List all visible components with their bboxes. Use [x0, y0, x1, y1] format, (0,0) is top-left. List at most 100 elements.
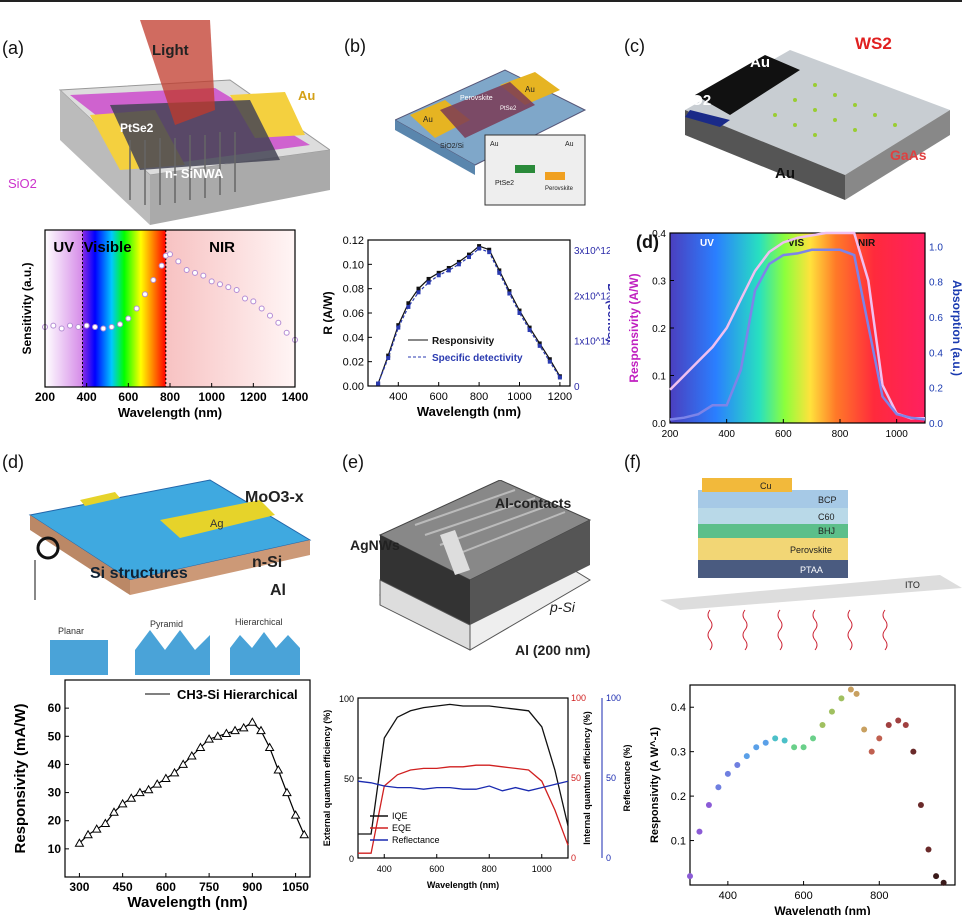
y2-tick-label: 0.0: [929, 419, 943, 430]
d-ag: Ag: [210, 518, 223, 530]
panel-label-c: (c): [624, 36, 645, 56]
data-point: [126, 793, 137, 802]
legend-label: Reflectance: [392, 835, 440, 845]
legend-label: Responsivity: [432, 336, 495, 347]
data-point: [426, 280, 431, 285]
y3-tick-label: 0: [606, 853, 611, 863]
d-al: Al: [270, 582, 286, 599]
data-point: [200, 272, 207, 279]
x-tick-label: 1000: [886, 429, 909, 440]
y2-tick-label: 3x10^12: [574, 246, 610, 257]
b-inset-au1: Au: [490, 141, 499, 148]
c-au-top: Au: [750, 54, 770, 71]
b-perovskite: Perovskite: [460, 95, 493, 102]
data-point: [724, 770, 731, 777]
y2-axis-label: Internal quantum efficiency (%): [582, 711, 592, 845]
ptse2-label: PtSe2: [120, 121, 154, 135]
data-point: [264, 742, 275, 752]
data-point: [861, 726, 868, 733]
data-point: [109, 807, 119, 816]
data-point: [547, 357, 552, 362]
data-point: [169, 767, 180, 777]
data-point: [705, 802, 712, 808]
y-tick-label: 0.3: [671, 747, 686, 759]
data-point: [233, 286, 240, 293]
y2-tick-label: 1x10^12: [574, 337, 610, 348]
data-point: [204, 734, 214, 743]
y-tick-label: 0.10: [343, 259, 364, 271]
data-point: [192, 269, 198, 276]
chart-d1: UVVISNIR20040060080010000.00.10.20.30.4W…: [627, 229, 962, 440]
x-tick-label: 200: [662, 429, 679, 440]
data-point: [143, 784, 154, 794]
data-point: [75, 324, 82, 331]
data-point: [753, 744, 760, 751]
data-point: [396, 323, 401, 328]
y2-tick-label: 0.2: [929, 384, 943, 395]
x-tick-label: 800: [482, 864, 497, 874]
legend-label: EQE: [392, 823, 411, 833]
data-point: [167, 251, 173, 258]
e-al200: Al (200 nm): [515, 642, 590, 658]
x-tick-label: 600: [794, 890, 812, 902]
y2-tick-label: 1.0: [929, 242, 943, 253]
y-tick-label: 0: [349, 854, 354, 864]
y-tick-label: 0.3: [652, 277, 666, 288]
e-psi: p-Si: [549, 599, 576, 615]
f-bhj: BHJ: [818, 526, 835, 536]
y3-tick-label: 100: [606, 693, 621, 703]
data-point: [436, 270, 441, 275]
data-point: [456, 259, 461, 264]
y-tick-label: 100: [339, 694, 354, 704]
x-tick-label: 1200: [548, 391, 572, 403]
data-point: [225, 284, 232, 291]
x-tick-label: 400: [389, 391, 407, 403]
region-label-uv: UV: [700, 238, 714, 249]
y-axis-label: External quantum efficiency (%): [322, 710, 332, 847]
y-tick-label: 0.4: [671, 702, 686, 714]
data-point: [800, 744, 807, 751]
y-axis-label: Responsivity (A/W): [627, 273, 641, 382]
sio2-label: SiO2: [8, 176, 37, 191]
y-tick-label: 0.4: [652, 229, 666, 240]
series-responsivity: [669, 231, 925, 420]
x-tick-label: 800: [160, 390, 180, 404]
diagram-a: Light PtSe2 n- SiNWA Au SiO2: [8, 20, 330, 225]
data-point: [50, 322, 57, 329]
diagram-f: Cu BCP C60 BHJ Perovskite PTAA ITO: [660, 478, 962, 651]
y2-tick-label: 0: [571, 853, 576, 863]
panel-label-a: (a): [2, 38, 24, 58]
au-label: Au: [298, 88, 315, 103]
c-gaas: GaAs: [890, 147, 927, 163]
region-label-visible: Visible: [83, 239, 131, 256]
data-point: [100, 818, 111, 828]
region-label-nir: NIR: [209, 239, 235, 256]
b-inset-au2: Au: [565, 141, 574, 148]
y3-tick-label: 50: [606, 773, 616, 783]
data-point: [152, 779, 163, 788]
data-point: [527, 325, 532, 330]
x-tick-label: 400: [718, 429, 735, 440]
data-point: [83, 829, 93, 839]
f-cu: Cu: [760, 481, 772, 491]
region-nir: [165, 230, 295, 387]
data-point: [557, 375, 562, 380]
data-point: [83, 322, 90, 329]
chart-d2: 300 450 600 750 900 1050 10 20 30 40 50 60 Wavelengt…: [12, 679, 311, 911]
data-point: [178, 759, 189, 768]
diagram-b: Au Au Perovskite PtSe2 SiO2/Si Au Au PtS…: [395, 69, 587, 206]
y-axis-label: Sensitivity (a.u.): [20, 262, 34, 354]
data-point: [91, 824, 102, 833]
region-visible: [82, 230, 166, 387]
data-point: [117, 798, 128, 808]
x-tick-label: 400: [77, 390, 97, 404]
data-point: [467, 252, 471, 257]
b-inset-ptse2: PtSe2: [495, 180, 514, 187]
x-axis-label: Wavelength (nm): [118, 405, 222, 420]
y2-tick-label: 50: [571, 773, 581, 783]
y2-tick-label: 0.6: [929, 313, 943, 324]
y-tick-label: 0.2: [671, 791, 686, 803]
y-tick-label: 0.1: [652, 372, 666, 383]
data-point: [67, 322, 73, 329]
y-tick-label: 0.12: [343, 235, 364, 247]
